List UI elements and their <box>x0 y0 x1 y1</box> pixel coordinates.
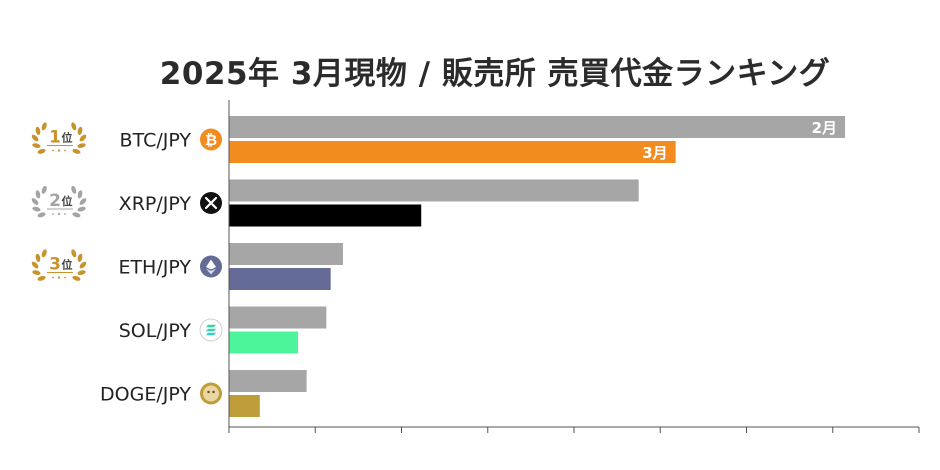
laurel-leaf <box>77 270 86 276</box>
rank-suffix: 位 <box>62 131 73 145</box>
solana-stripe <box>206 328 216 332</box>
rank-number: 1 <box>49 128 61 148</box>
x-axis <box>228 100 920 433</box>
bar-curr-eth-jpy <box>229 268 331 290</box>
laurel-leaf <box>79 134 87 142</box>
ethereum-glyph-bottom <box>206 268 216 275</box>
laurel-leaf <box>77 126 83 136</box>
laurel-leaf <box>71 185 77 194</box>
rank-suffix: 位 <box>62 194 73 208</box>
bitcoin-icon <box>200 128 222 151</box>
coin-icon-group <box>200 192 222 214</box>
laurel-leaf <box>41 122 47 131</box>
laurel-leaf <box>35 126 41 136</box>
laurel-leaf <box>72 148 81 154</box>
bar-curr-doge-jpy <box>229 395 260 417</box>
dogecoin-eye <box>207 390 210 394</box>
chart-title: 2025年 3月現物 / 販売所 売買代金ランキング <box>159 56 831 92</box>
bar-curr-xrp-jpy <box>229 204 422 227</box>
rank-star <box>57 275 61 279</box>
rank-dot <box>64 213 66 215</box>
ethereum-glyph-top <box>206 259 216 270</box>
laurel-leaf <box>77 190 83 199</box>
laurel-leaf <box>77 143 86 149</box>
laurel-leaf <box>71 122 77 131</box>
coin-icon-group <box>200 382 222 405</box>
laurel-leaf <box>32 143 41 149</box>
laurel-leaf <box>72 212 81 218</box>
laurel-leaf <box>35 190 41 199</box>
bar-prev-xrp-jpy <box>229 179 639 202</box>
series-label-prev: 2月 <box>812 119 837 137</box>
solana-stripe <box>206 332 216 336</box>
rank-suffix: 位 <box>62 258 73 272</box>
laurel-leaf <box>79 261 87 269</box>
laurel-leaf <box>71 249 77 258</box>
laurel-leaf <box>72 275 81 281</box>
category-label: BTC/JPY <box>120 130 192 152</box>
laurel-leaf <box>41 249 47 258</box>
rank-dot <box>52 276 54 279</box>
laurel-leaf <box>79 198 87 205</box>
laurel-leaf <box>77 253 83 263</box>
bar-prev-doge-jpy <box>229 370 307 392</box>
rank-number: 3 <box>49 255 61 275</box>
coin-icon-group: ₿ <box>200 128 222 151</box>
rank-number: 2 <box>49 191 61 211</box>
category-label: ETH/JPY <box>118 257 191 279</box>
laurel-leaf <box>31 198 39 205</box>
rank-dot <box>52 149 54 152</box>
bitcoin-glyph: ₿ <box>205 131 217 149</box>
bars: 2月 3月 <box>229 116 846 417</box>
laurel-leaf <box>31 134 39 142</box>
laurel-leaf <box>32 206 41 212</box>
laurel-leaf <box>32 270 41 276</box>
category-label: SOL/JPY <box>119 320 192 342</box>
coin-icon-group <box>200 255 222 278</box>
laurel-leaf <box>35 253 41 263</box>
xrp-glyph <box>204 196 218 210</box>
rank-star <box>57 212 61 215</box>
bar-prev-eth-jpy <box>229 243 343 265</box>
dogecoin-eye <box>212 390 215 394</box>
rank-dot <box>64 149 66 152</box>
category-label: XRP/JPY <box>119 193 192 215</box>
bar-prev-sol-jpy <box>229 306 327 329</box>
laurel-leaf <box>37 148 46 154</box>
coin-icon-group <box>199 318 223 342</box>
bar-prev-btc-jpy <box>229 116 846 138</box>
laurel-leaf <box>37 212 46 218</box>
rank-dot <box>52 213 54 215</box>
bar-curr-sol-jpy <box>229 331 298 354</box>
solana-stripe <box>206 324 216 328</box>
dogecoin-face <box>203 385 219 402</box>
category-label: DOGE/JPY <box>100 384 191 406</box>
bar-curr-btc-jpy <box>229 141 676 163</box>
rank-star <box>57 148 61 152</box>
laurel-leaf <box>77 206 86 212</box>
laurel-leaf <box>37 275 46 281</box>
laurel-leaf <box>31 261 39 269</box>
rank-dot <box>64 276 66 279</box>
laurel-leaf <box>41 185 47 194</box>
series-label-curr: 3月 <box>642 144 667 162</box>
